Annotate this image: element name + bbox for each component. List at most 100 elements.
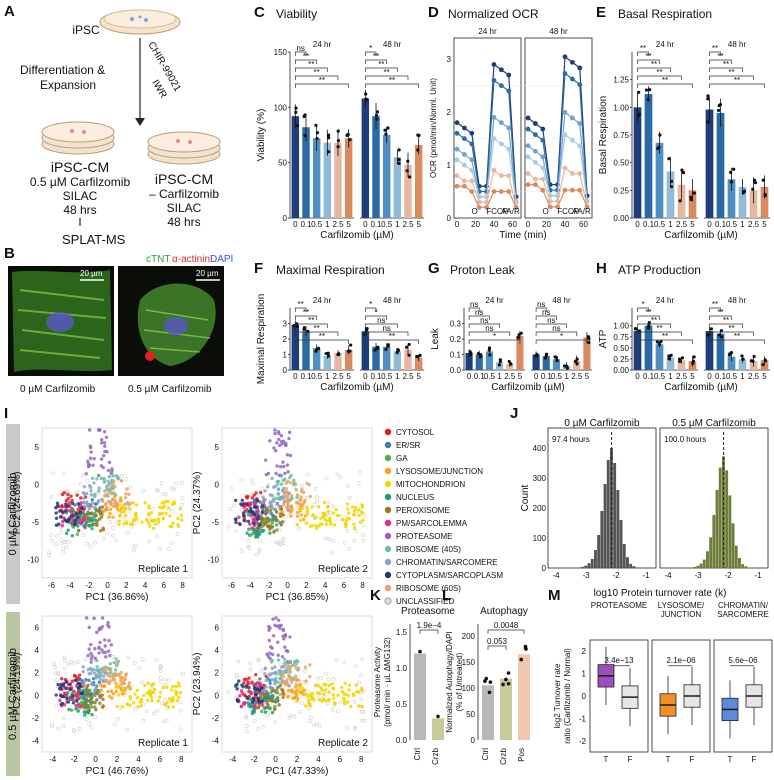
pca-point: [90, 501, 95, 505]
sig-label: ns: [552, 324, 560, 333]
x-tick-label: 1: [395, 372, 400, 381]
pca-point: [352, 699, 357, 704]
panel-c-label: C: [254, 4, 265, 21]
pca-point: [100, 437, 104, 442]
panel-g-label: G: [428, 260, 440, 277]
pca-point: [99, 626, 103, 631]
pca-point: [275, 528, 279, 532]
pca-point: [97, 489, 101, 493]
pca-point: [253, 692, 258, 697]
pca-point: [106, 483, 110, 487]
pca-point: [299, 495, 303, 499]
pca-point: [119, 682, 123, 686]
pca-point: [295, 514, 300, 518]
sig-bracket: [294, 323, 328, 328]
pca-point: [65, 519, 69, 524]
pca-point: [297, 710, 302, 714]
hist-bar: [603, 484, 607, 568]
legend-label: PM/SARCOLEMMA: [396, 519, 468, 528]
x-tick-label: 1: [325, 372, 330, 381]
x-tick-label: 20: [471, 220, 480, 229]
series-point: [577, 65, 583, 71]
x-tick-label: -2: [265, 581, 273, 590]
x-tick-label: 5: [585, 372, 590, 381]
x-tick-label: 5: [762, 372, 767, 381]
pca-point: [274, 616, 278, 620]
pca-point: [265, 705, 270, 709]
hist-bar: [690, 567, 693, 568]
pca-point: [108, 507, 113, 512]
pca-point: [100, 616, 105, 620]
pca-point: [147, 512, 151, 517]
facet-label: 24 hr: [656, 296, 675, 305]
pca-point: [178, 708, 183, 713]
pca-point: [85, 500, 89, 504]
bar: [361, 331, 370, 370]
pca-point: [270, 677, 275, 682]
pca-point: [87, 428, 92, 432]
pca-point: [128, 506, 132, 511]
pca-point: [116, 659, 121, 664]
facet-label: 24 hr: [656, 40, 675, 49]
pca-point: [353, 664, 358, 669]
pca-point: [74, 678, 78, 682]
k-y-tick: 0.5: [396, 700, 408, 709]
hist-bar: [715, 489, 719, 568]
legend-label: ER/SR: [396, 441, 421, 450]
hist-bar: [587, 563, 591, 568]
panel-a: A iPSC CHIR-99021 IWR Differentiation & …: [4, 3, 221, 247]
pca-point: [313, 516, 317, 520]
legend-swatch: [384, 454, 392, 462]
y-tick-label: 0: [215, 480, 220, 489]
x-tick-label: -4: [229, 755, 237, 764]
x-tick-label: 1: [497, 372, 502, 381]
x-tick-label: 40: [561, 220, 570, 229]
chart-title: Viability: [276, 7, 317, 21]
bar: [302, 127, 310, 218]
pca-point: [91, 463, 95, 467]
sig-bracket: [535, 323, 567, 328]
data-point: [647, 323, 651, 328]
pca-point: [54, 693, 58, 697]
sig-bracket: [637, 307, 649, 312]
bar: [334, 352, 342, 370]
pca-point: [260, 504, 265, 508]
series-point: [491, 62, 497, 67]
x-tick-label: 8: [180, 581, 185, 590]
x-tick-label: 1: [325, 220, 330, 229]
m-y-tick: -2: [579, 737, 587, 746]
x-tick-label: 0: [635, 372, 640, 381]
pca-point: [84, 513, 88, 517]
m-facet-title: LYSOSOME/: [658, 601, 705, 610]
sig-bracket: [637, 67, 671, 72]
pca-point: [114, 689, 118, 694]
pca-point: [249, 509, 253, 513]
pca-point: [92, 667, 96, 672]
series-point: [525, 143, 531, 149]
sig-bracket: [637, 75, 682, 80]
pca-point: [294, 488, 298, 492]
pca-point: [357, 513, 361, 518]
series-point: [469, 157, 475, 163]
pca-point: [288, 453, 293, 458]
y-tick-label: 2: [283, 335, 288, 344]
pca-point: [66, 700, 71, 704]
hist-bar: [590, 559, 594, 568]
pca-point: [166, 547, 171, 552]
series-point: [506, 173, 512, 179]
pca-point: [66, 497, 70, 501]
pca-point: [257, 703, 261, 708]
sig-label: **: [645, 308, 651, 317]
sig-bracket: [294, 315, 318, 320]
data-point: [469, 351, 473, 356]
sig-bracket: [535, 307, 547, 312]
pca-point: [156, 520, 161, 524]
pca-point: [245, 502, 249, 506]
panel-b: B cTNT α-actinin DAPI 20 µm 20 µm 0 µM C…: [4, 245, 233, 395]
pca-point: [83, 516, 87, 520]
data-point: [478, 355, 483, 359]
pca-point: [285, 453, 290, 457]
pca-point: [158, 663, 163, 668]
series-point: [547, 204, 553, 210]
x-tick-label: 2.5: [402, 372, 414, 381]
